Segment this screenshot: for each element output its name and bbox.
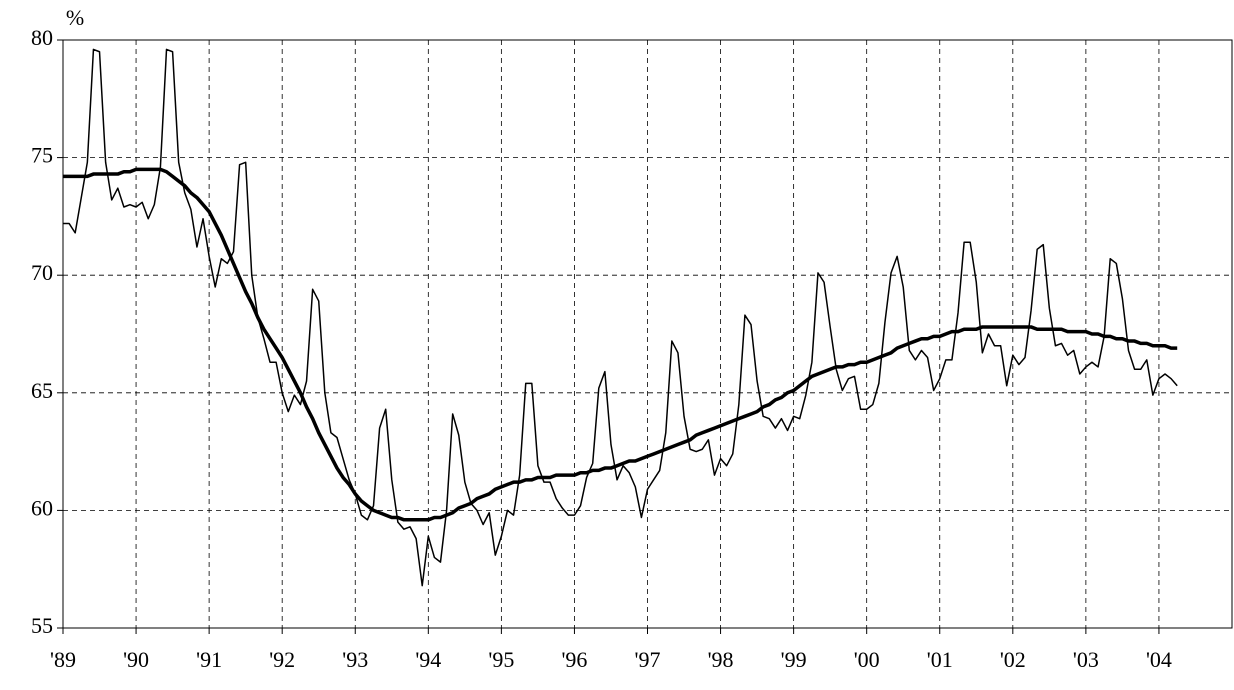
x-tick-label: '02 — [1000, 647, 1026, 672]
y-tick-label: 55 — [31, 613, 53, 638]
x-tick-label: '94 — [415, 647, 441, 672]
x-tick-label: '96 — [561, 647, 587, 672]
y-unit: % — [66, 5, 84, 30]
x-tick-label: '99 — [781, 647, 807, 672]
y-tick-label: 60 — [31, 495, 53, 520]
x-tick-label: '04 — [1146, 647, 1172, 672]
x-tick-label: '92 — [269, 647, 295, 672]
y-tick-label: 80 — [31, 25, 53, 50]
data-line — [63, 167, 1178, 522]
x-tick-label: '97 — [635, 647, 661, 672]
x-tick-label: '93 — [342, 647, 368, 672]
x-tick-label: '91 — [196, 647, 222, 672]
x-tick-label: '89 — [50, 647, 76, 672]
x-tick-label: '95 — [488, 647, 514, 672]
y-tick-label: 65 — [31, 378, 53, 403]
y-tick-label: 75 — [31, 143, 53, 168]
x-tick-label: '01 — [927, 647, 953, 672]
data-line — [63, 48, 1178, 587]
x-tick-label: '00 — [854, 647, 880, 672]
x-tick-label: '90 — [123, 647, 149, 672]
x-tick-label: '98 — [708, 647, 734, 672]
y-tick-label: 70 — [31, 260, 53, 285]
x-tick-label: '03 — [1073, 647, 1099, 672]
